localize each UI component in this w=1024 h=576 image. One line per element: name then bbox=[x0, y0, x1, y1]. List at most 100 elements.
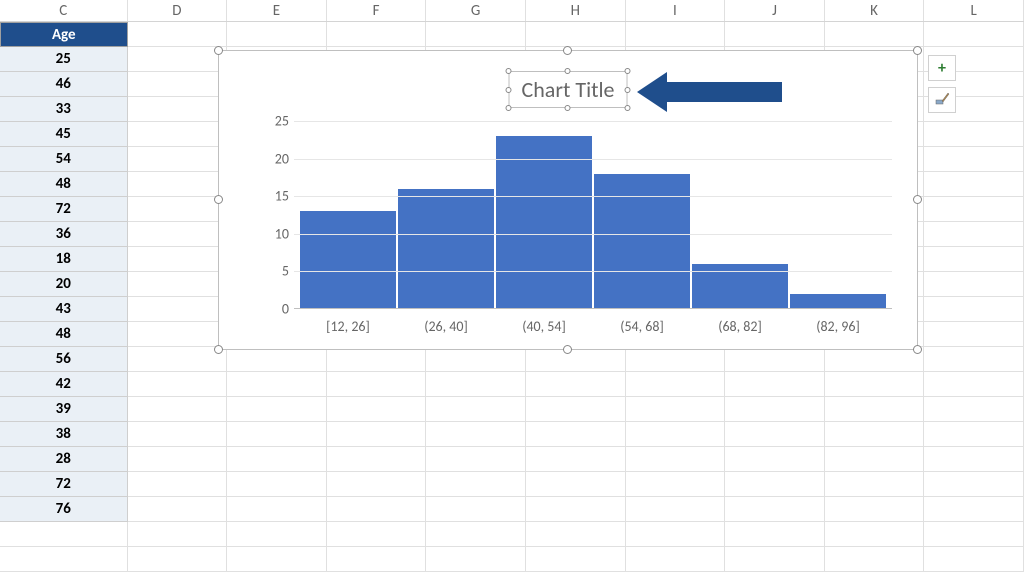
empty-cell[interactable] bbox=[924, 197, 1024, 222]
empty-cell[interactable] bbox=[227, 347, 327, 372]
column-header-J[interactable]: J bbox=[725, 0, 825, 21]
histogram-bar[interactable] bbox=[496, 136, 592, 309]
resize-handle-mr[interactable] bbox=[913, 195, 922, 204]
empty-cell[interactable] bbox=[626, 547, 726, 572]
resize-handle-tl[interactable] bbox=[214, 46, 223, 55]
empty-cell[interactable] bbox=[227, 22, 327, 47]
empty-cell[interactable] bbox=[626, 22, 726, 47]
empty-cell[interactable] bbox=[924, 372, 1024, 397]
empty-cell[interactable] bbox=[128, 547, 228, 572]
title-handle[interactable] bbox=[565, 68, 571, 74]
empty-cell[interactable] bbox=[128, 122, 228, 147]
resize-handle-tm[interactable] bbox=[563, 46, 572, 55]
empty-cell[interactable] bbox=[327, 547, 427, 572]
empty-cell[interactable] bbox=[725, 522, 825, 547]
histogram-bar[interactable] bbox=[300, 211, 396, 309]
empty-cell[interactable] bbox=[128, 197, 228, 222]
empty-cell[interactable] bbox=[725, 547, 825, 572]
histogram-bar[interactable] bbox=[594, 174, 690, 309]
column-header-G[interactable]: G bbox=[426, 0, 526, 21]
empty-cell[interactable] bbox=[924, 122, 1024, 147]
empty-cell[interactable] bbox=[128, 322, 228, 347]
empty-cell[interactable] bbox=[227, 422, 327, 447]
empty-cell[interactable] bbox=[725, 397, 825, 422]
empty-cell[interactable] bbox=[327, 522, 427, 547]
empty-cell[interactable] bbox=[227, 547, 327, 572]
empty-cell[interactable] bbox=[128, 372, 228, 397]
empty-cell[interactable] bbox=[526, 397, 626, 422]
column-header-L[interactable]: L bbox=[924, 0, 1024, 21]
empty-cell[interactable] bbox=[924, 222, 1024, 247]
column-header-H[interactable]: H bbox=[526, 0, 626, 21]
empty-cell[interactable] bbox=[426, 22, 526, 47]
age-cell[interactable]: 72 bbox=[0, 472, 128, 497]
empty-cell[interactable] bbox=[924, 147, 1024, 172]
empty-cell[interactable] bbox=[426, 347, 526, 372]
empty-cell[interactable] bbox=[924, 22, 1024, 47]
empty-cell[interactable] bbox=[128, 347, 228, 372]
empty-cell[interactable] bbox=[0, 522, 128, 547]
age-cell[interactable]: 48 bbox=[0, 322, 128, 347]
column-header-C[interactable]: C bbox=[0, 0, 128, 21]
empty-cell[interactable] bbox=[0, 547, 128, 572]
empty-cell[interactable] bbox=[426, 447, 526, 472]
chart-styles-button[interactable] bbox=[928, 87, 956, 113]
empty-cell[interactable] bbox=[426, 372, 526, 397]
empty-cell[interactable] bbox=[924, 272, 1024, 297]
empty-cell[interactable] bbox=[426, 397, 526, 422]
empty-cell[interactable] bbox=[128, 447, 228, 472]
empty-cell[interactable] bbox=[725, 372, 825, 397]
empty-cell[interactable] bbox=[128, 47, 228, 72]
empty-cell[interactable] bbox=[825, 372, 925, 397]
empty-cell[interactable] bbox=[725, 347, 825, 372]
title-handle[interactable] bbox=[506, 87, 512, 93]
empty-cell[interactable] bbox=[227, 447, 327, 472]
empty-cell[interactable] bbox=[626, 472, 726, 497]
age-cell[interactable]: 42 bbox=[0, 372, 128, 397]
age-cell[interactable]: 38 bbox=[0, 422, 128, 447]
empty-cell[interactable] bbox=[825, 472, 925, 497]
empty-cell[interactable] bbox=[327, 22, 427, 47]
empty-cell[interactable] bbox=[128, 522, 228, 547]
empty-cell[interactable] bbox=[426, 472, 526, 497]
age-cell[interactable]: 36 bbox=[0, 222, 128, 247]
empty-cell[interactable] bbox=[227, 522, 327, 547]
empty-cell[interactable] bbox=[526, 522, 626, 547]
empty-cell[interactable] bbox=[825, 422, 925, 447]
age-cell[interactable]: 20 bbox=[0, 272, 128, 297]
empty-cell[interactable] bbox=[825, 447, 925, 472]
age-cell[interactable]: 39 bbox=[0, 397, 128, 422]
empty-cell[interactable] bbox=[924, 422, 1024, 447]
empty-cell[interactable] bbox=[426, 497, 526, 522]
chart-title[interactable]: Chart Title bbox=[509, 71, 628, 108]
empty-cell[interactable] bbox=[526, 497, 626, 522]
empty-cell[interactable] bbox=[426, 422, 526, 447]
empty-cell[interactable] bbox=[626, 347, 726, 372]
empty-cell[interactable] bbox=[526, 22, 626, 47]
resize-handle-bm[interactable] bbox=[563, 345, 572, 354]
empty-cell[interactable] bbox=[327, 397, 427, 422]
empty-cell[interactable] bbox=[128, 397, 228, 422]
age-cell[interactable]: 33 bbox=[0, 97, 128, 122]
empty-cell[interactable] bbox=[327, 372, 427, 397]
empty-cell[interactable] bbox=[128, 147, 228, 172]
empty-cell[interactable] bbox=[825, 22, 925, 47]
empty-cell[interactable] bbox=[327, 472, 427, 497]
empty-cell[interactable] bbox=[227, 472, 327, 497]
age-cell[interactable]: 72 bbox=[0, 197, 128, 222]
column-header-I[interactable]: I bbox=[626, 0, 726, 21]
empty-cell[interactable] bbox=[227, 372, 327, 397]
empty-cell[interactable] bbox=[128, 272, 228, 297]
age-cell[interactable]: 25 bbox=[0, 47, 128, 72]
resize-handle-tr[interactable] bbox=[913, 46, 922, 55]
empty-cell[interactable] bbox=[128, 422, 228, 447]
empty-cell[interactable] bbox=[526, 347, 626, 372]
empty-cell[interactable] bbox=[128, 97, 228, 122]
title-handle[interactable] bbox=[624, 105, 630, 111]
age-cell[interactable]: 45 bbox=[0, 122, 128, 147]
empty-cell[interactable] bbox=[725, 447, 825, 472]
empty-cell[interactable] bbox=[725, 22, 825, 47]
empty-cell[interactable] bbox=[227, 397, 327, 422]
age-cell[interactable]: 28 bbox=[0, 447, 128, 472]
empty-cell[interactable] bbox=[327, 447, 427, 472]
